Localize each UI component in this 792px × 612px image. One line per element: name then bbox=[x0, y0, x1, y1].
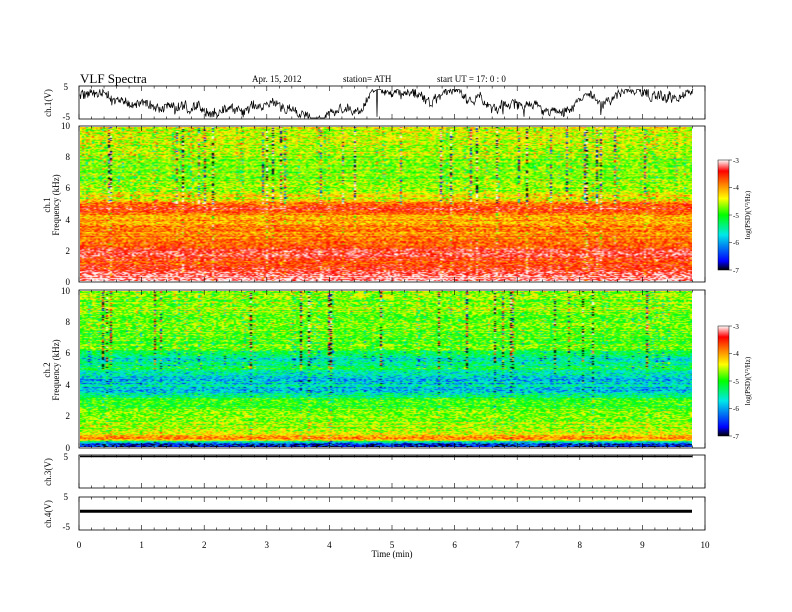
x-tick-label-6: 6 bbox=[452, 540, 457, 550]
ch1-spectrogram-panel: 0 2 4 6 8 10 ch.1 Frequency (kHz) bbox=[42, 121, 706, 287]
ch1-spectrogram-ticks bbox=[78, 126, 706, 282]
ch1-spec-ylabel: Frequency (kHz) bbox=[51, 174, 61, 235]
ch2-colorbar-label: log(PSD)(V²/Hz) bbox=[744, 356, 752, 405]
ch2-spec-ytick-2: 2 bbox=[66, 411, 71, 421]
ch2-cbar-tick--5: -5 bbox=[733, 378, 739, 386]
ch1-ytick-top: 5 bbox=[64, 82, 69, 92]
ch4-ytick-bottom: -5 bbox=[63, 522, 71, 532]
ch1-colorbar-scale bbox=[717, 159, 730, 271]
ch2-spec-ylabel: Frequency (kHz) bbox=[51, 339, 61, 400]
ch1-cbar-tick--5: -5 bbox=[733, 212, 739, 220]
ch2-spec-ytick-4: 4 bbox=[66, 380, 71, 390]
ch2-spectrogram-ticks bbox=[78, 290, 706, 448]
ch4-ticks bbox=[78, 497, 706, 530]
ch2-colorbar-scale bbox=[717, 325, 730, 437]
ch1-trace bbox=[79, 88, 694, 119]
x-tick-label-1: 1 bbox=[139, 540, 144, 550]
date-label: Apr. 15, 2012 bbox=[252, 74, 302, 84]
ch2-spec-channel-label: ch.2 bbox=[42, 362, 52, 377]
ch1-cbar-tick--4: -4 bbox=[733, 184, 739, 192]
ch1-spec-channel-label: ch.1 bbox=[42, 197, 52, 212]
x-tick-label-10: 10 bbox=[701, 540, 711, 550]
ch1-spec-ytick-8: 8 bbox=[66, 152, 71, 162]
x-axis-label: Time (min) bbox=[372, 549, 413, 559]
ch3-ylabel: ch.3(V) bbox=[43, 458, 53, 486]
ch3-ticks bbox=[78, 455, 706, 488]
ch1-waveform-panel: 5 -5 ch.1(V) bbox=[43, 82, 706, 122]
ch1-spec-ytick-2: 2 bbox=[66, 246, 71, 256]
ch1-ytick-bottom: -5 bbox=[63, 112, 71, 122]
ch2-cbar-tick--3: -3 bbox=[733, 323, 739, 331]
ch4-ylabel: ch.4(V) bbox=[43, 500, 53, 528]
ch2-spectrogram-panel: 0 2 4 6 8 10 ch.2 Frequency (kHz) bbox=[42, 286, 706, 453]
station-label: station= ATH bbox=[343, 74, 392, 84]
chart-title: VLF Spectra bbox=[80, 71, 147, 86]
ch1-cbar-tick--6: -6 bbox=[733, 239, 739, 247]
ch3-frame bbox=[78, 454, 706, 489]
ch2-spec-ytick-0: 0 bbox=[66, 443, 71, 453]
x-tick-label-2: 2 bbox=[202, 540, 207, 550]
ch1-spec-ytick-10: 10 bbox=[61, 121, 71, 131]
ch3-ytick-top: 5 bbox=[64, 452, 69, 462]
x-tick-label-8: 8 bbox=[578, 540, 583, 550]
ch1-ticks bbox=[78, 86, 706, 119]
x-tick-label-5: 5 bbox=[390, 540, 395, 550]
ch1-spec-ytick-4: 4 bbox=[66, 215, 71, 225]
start-time-label: start UT = 17: 0 : 0 bbox=[437, 74, 506, 84]
ch2-cbar-tick--6: -6 bbox=[733, 405, 739, 413]
ch1-colorbar: -3 -4 -5 -6 -7 log(PSD)(V²/Hz) bbox=[717, 157, 752, 275]
ch1-spec-ytick-6: 6 bbox=[66, 183, 71, 193]
ch2-cbar-tick--7: -7 bbox=[733, 433, 739, 441]
ch4-frame bbox=[78, 496, 706, 531]
x-tick-label-4: 4 bbox=[327, 540, 332, 550]
ch2-cbar-tick--4: -4 bbox=[733, 350, 739, 358]
x-tick-label-0: 0 bbox=[77, 540, 82, 550]
ch2-spectrogram-image bbox=[80, 291, 692, 447]
ch3-waveform-panel: 5 ch.3(V) bbox=[43, 452, 706, 489]
ch1-spec-ytick-0: 0 bbox=[66, 277, 71, 287]
ch2-spec-ytick-6: 6 bbox=[66, 348, 71, 358]
ch1-spectrogram-image bbox=[80, 127, 692, 281]
ch1-colorbar-label: log(PSD)(V²/Hz) bbox=[744, 190, 752, 239]
ch1-cbar-tick--7: -7 bbox=[733, 267, 739, 275]
ch2-spec-ytick-8: 8 bbox=[66, 317, 71, 327]
x-tick-label-3: 3 bbox=[265, 540, 270, 550]
x-tick-label-7: 7 bbox=[515, 540, 520, 550]
ch1-cbar-tick--3: -3 bbox=[733, 157, 739, 165]
time-axis: 0 1 2 3 4 5 6 7 8 9 10 Time (min) bbox=[77, 540, 710, 559]
x-tick-labels: 0 1 2 3 4 5 6 7 8 9 10 bbox=[77, 540, 710, 550]
x-tick-label-9: 9 bbox=[640, 540, 645, 550]
ch2-spec-ytick-10: 10 bbox=[61, 286, 71, 296]
ch4-waveform-panel: 5 -5 ch.4(V) bbox=[43, 492, 706, 532]
ch2-colorbar: -3 -4 -5 -6 -7 log(PSD)(V²/Hz) bbox=[717, 323, 752, 441]
ch4-ytick-top: 5 bbox=[64, 492, 69, 502]
ch1-ylabel: ch.1(V) bbox=[43, 89, 53, 117]
